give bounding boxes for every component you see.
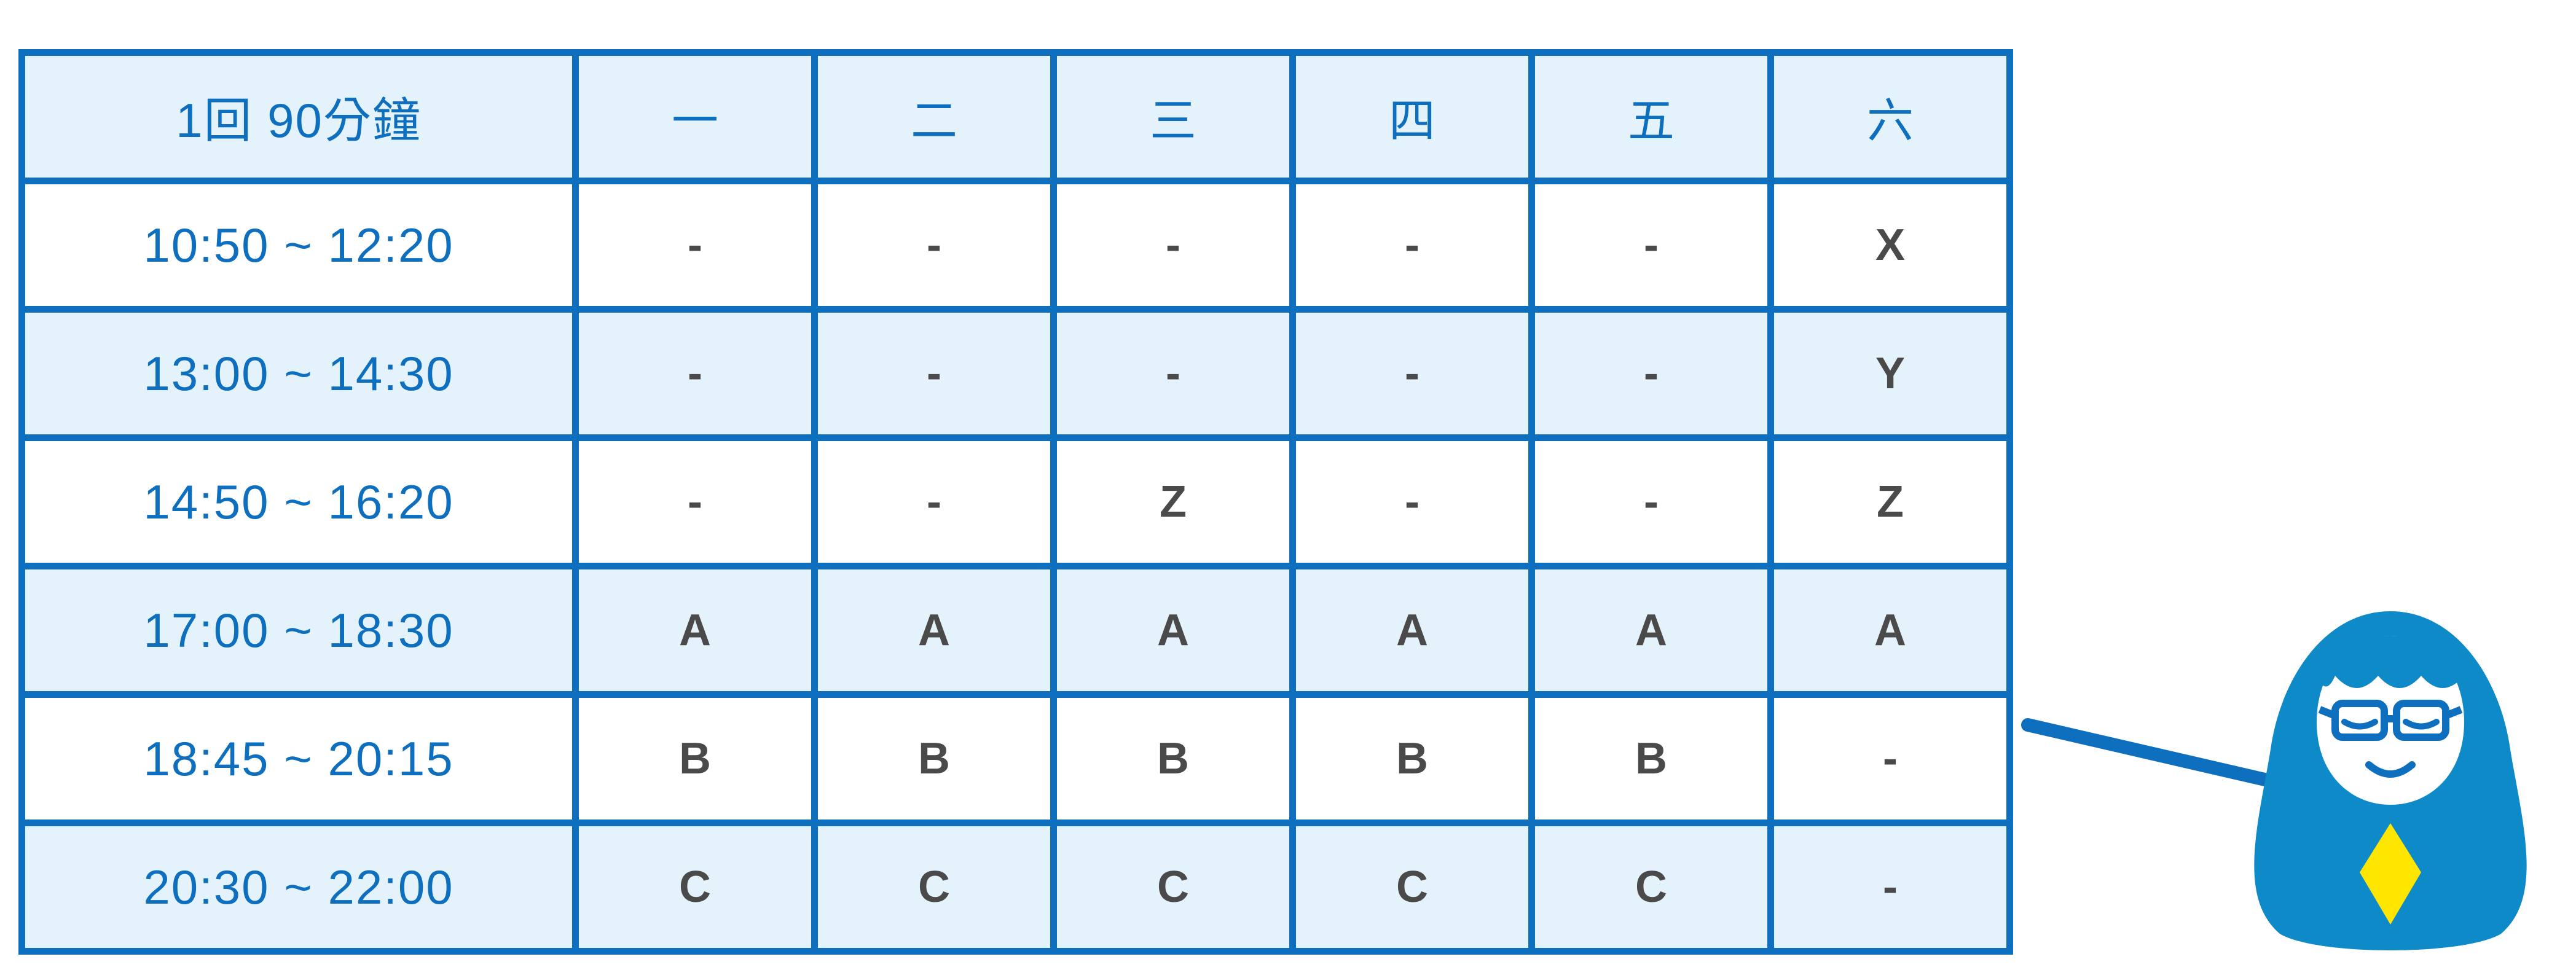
table-row: 13:00 ~ 14:30 - - - - - Y [22, 310, 2010, 438]
cell: - [1054, 310, 1293, 438]
cell: C [576, 823, 815, 952]
cell: C [1293, 823, 1532, 952]
cell: C [1532, 823, 1771, 952]
cell: A [815, 566, 1054, 695]
cell: - [815, 438, 1054, 566]
table-title: 1回 90分鐘 [22, 53, 576, 181]
cell: - [1771, 695, 2010, 823]
cell: - [1293, 310, 1532, 438]
schedule-container: 1回 90分鐘 一 二 三 四 五 六 10:50 ~ 12:20 - - - … [18, 49, 2013, 955]
cell: Y [1771, 310, 2010, 438]
teacher-mascot-icon [2016, 577, 2556, 958]
day-header: 六 [1771, 53, 2010, 181]
cell: A [1054, 566, 1293, 695]
cell: B [1532, 695, 1771, 823]
cell: - [815, 310, 1054, 438]
timeslot-label: 17:00 ~ 18:30 [22, 566, 576, 695]
timeslot-label: 20:30 ~ 22:00 [22, 823, 576, 952]
day-header: 五 [1532, 53, 1771, 181]
timeslot-label: 10:50 ~ 12:20 [22, 181, 576, 310]
day-header: 四 [1293, 53, 1532, 181]
cell: X [1771, 181, 2010, 310]
day-header: 一 [576, 53, 815, 181]
schedule-table: 1回 90分鐘 一 二 三 四 五 六 10:50 ~ 12:20 - - - … [18, 49, 2013, 955]
table-row: 14:50 ~ 16:20 - - Z - - Z [22, 438, 2010, 566]
cell: A [576, 566, 815, 695]
cell: Z [1054, 438, 1293, 566]
cell: A [1532, 566, 1771, 695]
cell: Z [1771, 438, 2010, 566]
cell: B [1054, 695, 1293, 823]
table-body: 10:50 ~ 12:20 - - - - - X 13:00 ~ 14:30 … [22, 181, 2010, 952]
table-row: 10:50 ~ 12:20 - - - - - X [22, 181, 2010, 310]
cell: - [815, 181, 1054, 310]
cell: B [815, 695, 1054, 823]
cell: - [576, 438, 815, 566]
timeslot-label: 13:00 ~ 14:30 [22, 310, 576, 438]
cell: - [1532, 438, 1771, 566]
cell: B [576, 695, 815, 823]
cell: - [1771, 823, 2010, 952]
cell: - [1293, 181, 1532, 310]
table-row: 20:30 ~ 22:00 C C C C C - [22, 823, 2010, 952]
header-row: 1回 90分鐘 一 二 三 四 五 六 [22, 53, 2010, 181]
cell: A [1771, 566, 2010, 695]
cell: - [576, 181, 815, 310]
cell: - [1532, 181, 1771, 310]
cell: - [1293, 438, 1532, 566]
cell: C [1054, 823, 1293, 952]
table-row: 17:00 ~ 18:30 A A A A A A [22, 566, 2010, 695]
cell: - [576, 310, 815, 438]
cell: - [1054, 181, 1293, 310]
table-row: 18:45 ~ 20:15 B B B B B - [22, 695, 2010, 823]
day-header: 二 [815, 53, 1054, 181]
day-header: 三 [1054, 53, 1293, 181]
cell: - [1532, 310, 1771, 438]
cell: A [1293, 566, 1532, 695]
timeslot-label: 14:50 ~ 16:20 [22, 438, 576, 566]
timeslot-label: 18:45 ~ 20:15 [22, 695, 576, 823]
cell: B [1293, 695, 1532, 823]
cell: C [815, 823, 1054, 952]
